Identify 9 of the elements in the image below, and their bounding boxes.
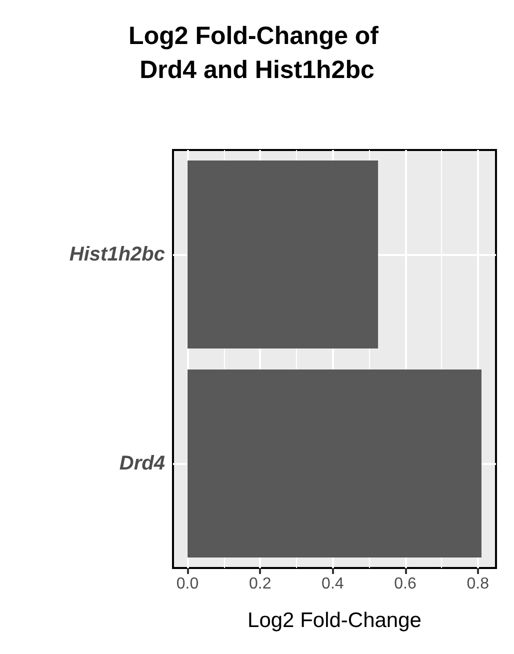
- x-tick-label: 0.6: [394, 576, 416, 592]
- chart-title: Log2 Fold-Change of Drd4 and Hist1h2bc: [128, 22, 386, 84]
- y-tick-label: Drd4: [119, 452, 165, 474]
- x-axis-title: Log2 Fold-Change: [248, 609, 422, 632]
- x-tick-label: 0.0: [176, 576, 199, 592]
- x-tick-label: 0.2: [248, 576, 272, 592]
- x-tick-label: 0.4: [322, 576, 344, 592]
- x-tick-label: 0.8: [466, 576, 490, 592]
- y-tick-label: Hist1h2bc: [69, 244, 165, 266]
